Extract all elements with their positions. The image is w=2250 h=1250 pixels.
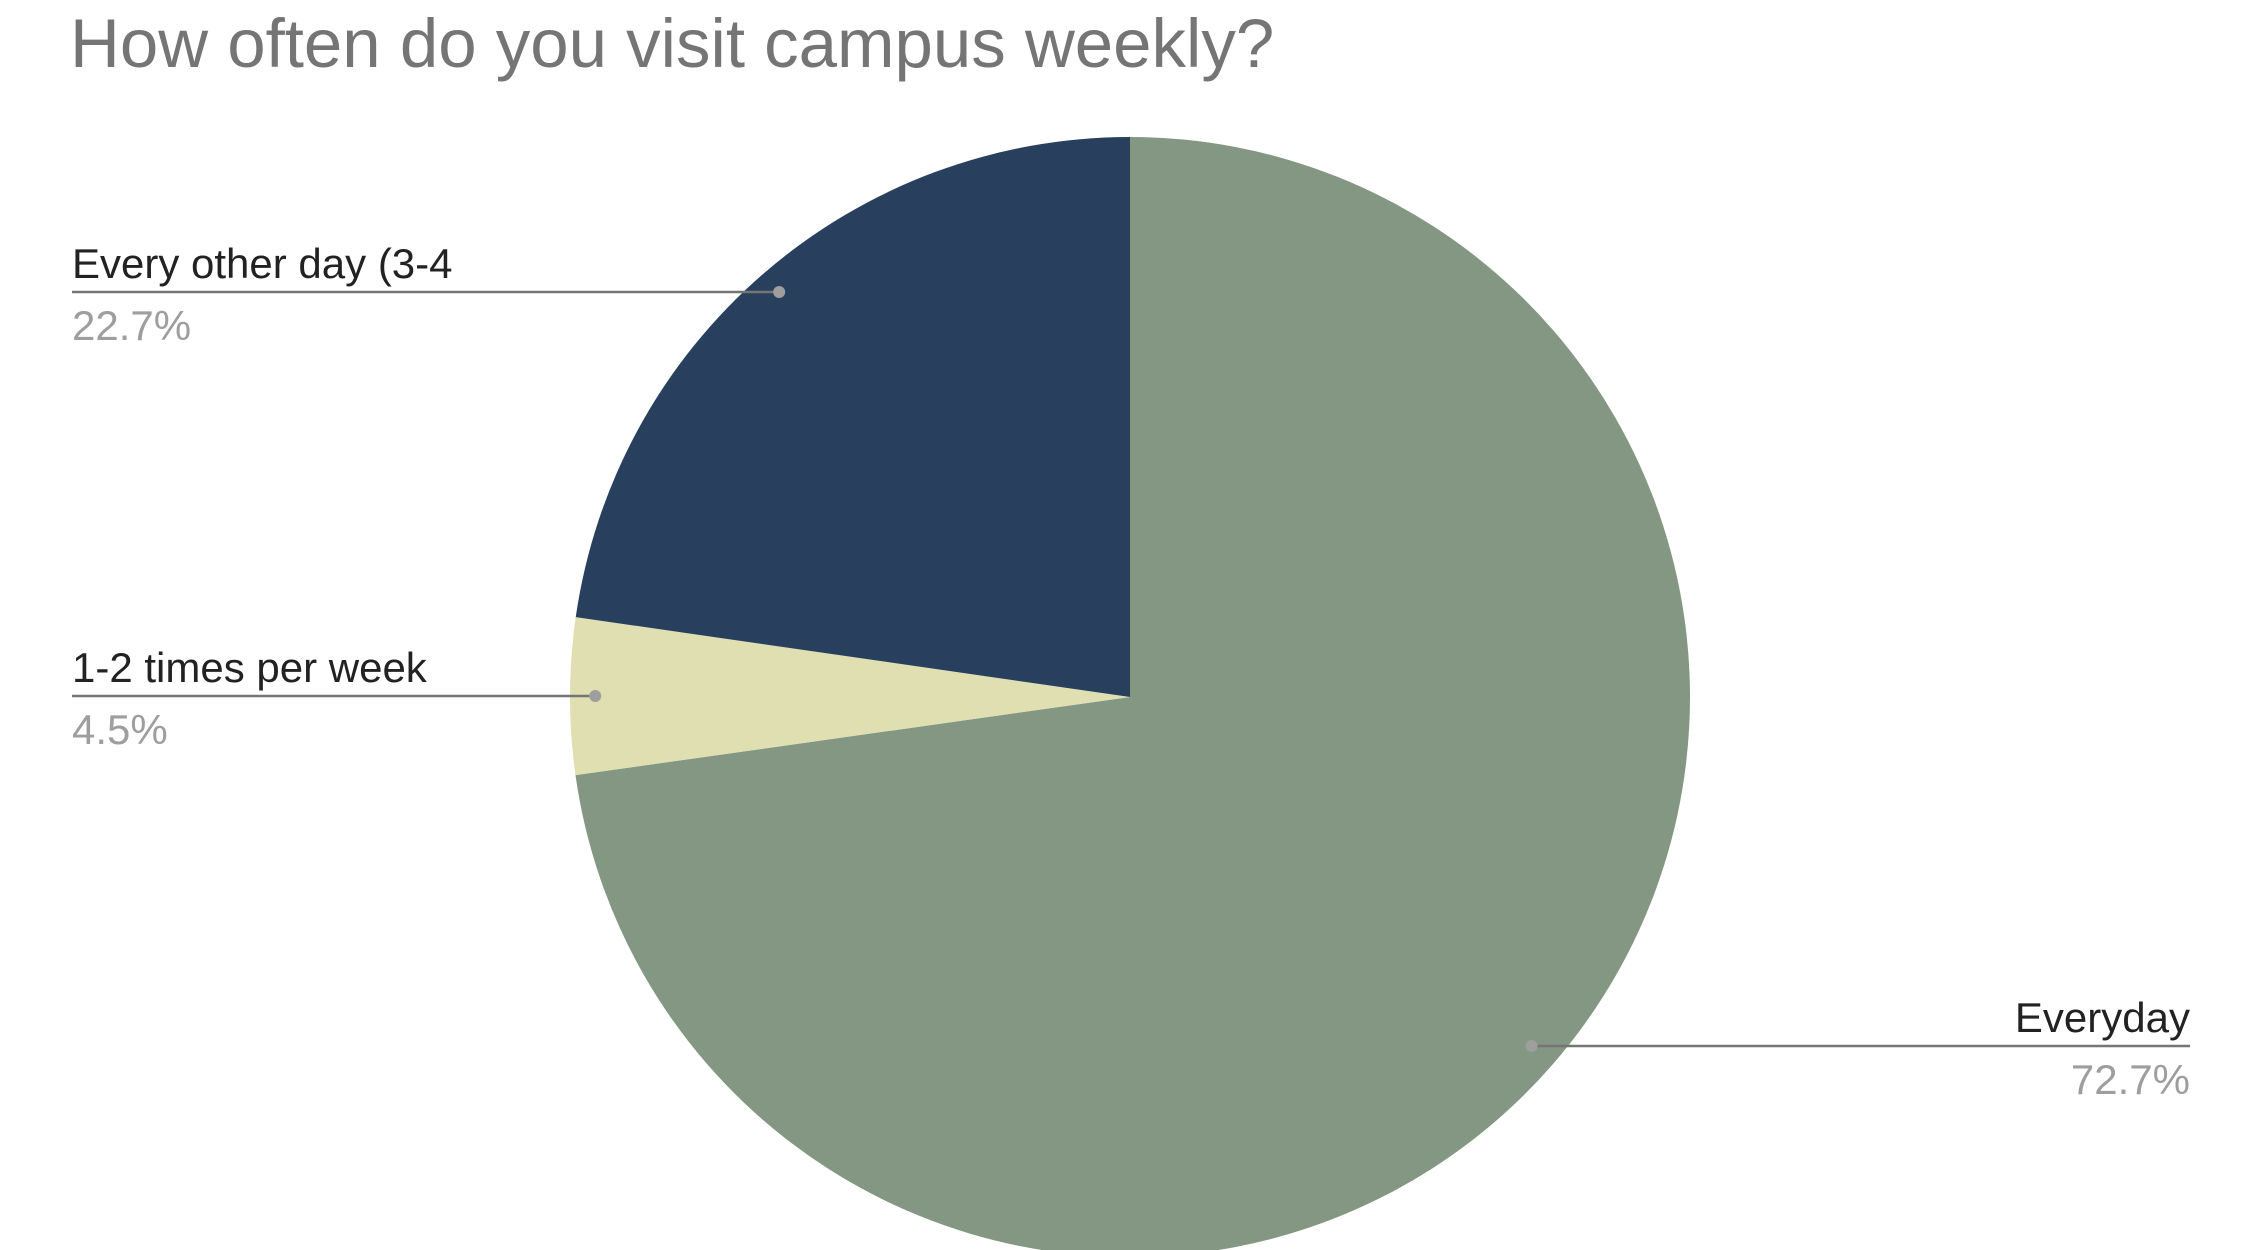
slice-percent-2: 4.5%: [72, 706, 168, 753]
slice-percent-1: 72.7%: [2071, 1056, 2190, 1103]
slice-label-3: Every other day (3-4: [72, 240, 453, 287]
pie-slice-3: [575, 137, 1130, 697]
leader-dot-3: [773, 286, 786, 298]
leader-dot-1: [1525, 1040, 1538, 1052]
pie-slices: [570, 137, 1690, 1250]
pie-slice-1: [575, 137, 1690, 1250]
slice-percent-3: 22.7%: [72, 302, 191, 349]
slice-label-2: 1-2 times per week: [72, 644, 428, 691]
pie-slice-2: [570, 617, 1130, 776]
slice-labels: Everyday 72.7% 1-2 times per week 4.5% Every…: [72, 240, 2190, 1103]
leader-dot-2: [589, 690, 602, 702]
chart-title: How often do you visit campus weekly?: [70, 5, 1275, 82]
slice-label-1: Everyday: [2015, 994, 2190, 1041]
